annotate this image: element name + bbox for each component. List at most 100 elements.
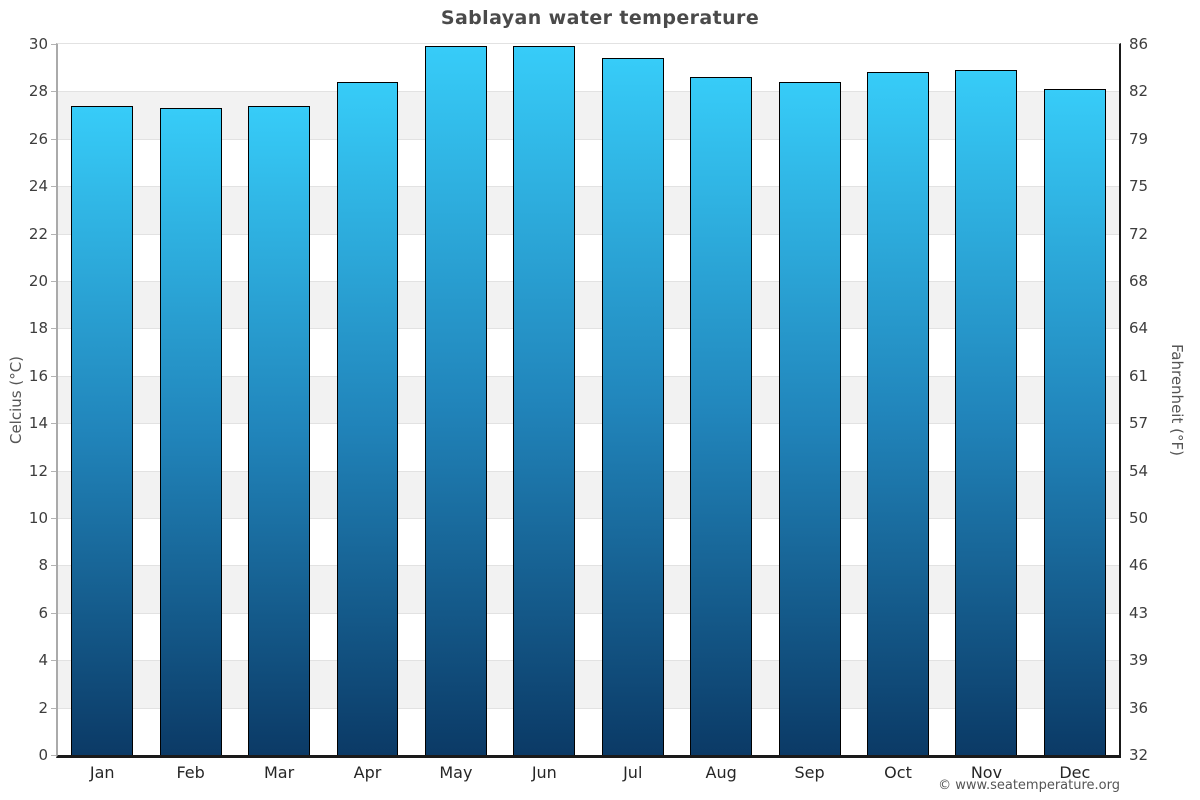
temperature-bar-dec[interactable] (1043, 89, 1106, 755)
x-axis-label-sep: Sep (794, 762, 825, 782)
y-tick-label-fahrenheit: 43 (1129, 603, 1149, 622)
plot-band (58, 281, 1119, 329)
y-tick-label-fahrenheit: 86 (1129, 35, 1149, 53)
y-tick-mark (51, 281, 56, 282)
y-tick-mark (51, 233, 56, 235)
plot-band (58, 138, 1119, 187)
y-tick-mark (51, 375, 56, 377)
temperature-bar-nov[interactable] (955, 70, 1018, 755)
y-tick-mark (51, 518, 56, 519)
x-axis-label-apr: Apr (353, 762, 382, 782)
y-tick-label-celsius: 2 (38, 698, 48, 717)
bar-column-may (412, 44, 500, 755)
bar-column-sep (765, 44, 853, 755)
temperature-bar-feb[interactable] (159, 108, 222, 755)
y-tick-label-fahrenheit: 46 (1129, 556, 1149, 575)
plot-band (58, 470, 1119, 518)
y-tick-mark (51, 186, 56, 188)
y-tick-mark (51, 660, 56, 662)
plot-band (58, 233, 1119, 281)
y-tick-label-celsius: 18 (28, 319, 48, 338)
temperature-bar-oct[interactable] (867, 72, 929, 755)
temperature-bar-jul[interactable] (601, 58, 664, 755)
plot-band (58, 707, 1119, 755)
copyright-text: © www.seatemperature.org (938, 778, 1120, 793)
y-tick-label-celsius: 12 (28, 461, 48, 480)
x-axis-label-feb: Feb (176, 762, 205, 782)
plot-band (58, 423, 1119, 471)
y-tick-label-fahrenheit: 68 (1129, 272, 1149, 290)
y-tick-label-celsius: 4 (38, 651, 48, 670)
plot-band (58, 565, 1119, 613)
y-tick-label-celsius: 24 (28, 177, 48, 196)
temperature-bar-may[interactable] (424, 46, 487, 755)
y-tick-mark (51, 328, 56, 330)
y-axis-title-fahrenheit: Fahrenheit (°F) (1168, 344, 1186, 456)
y-tick-mark (51, 707, 56, 709)
y-tick-label-fahrenheit: 54 (1129, 461, 1149, 480)
temperature-bar-jun[interactable] (513, 46, 576, 755)
y-tick-label-fahrenheit: 75 (1129, 177, 1149, 196)
y-tick-label-fahrenheit: 79 (1129, 129, 1149, 148)
bar-column-jul (589, 44, 677, 755)
y-tick-label-fahrenheit: 39 (1129, 651, 1149, 670)
plot-band (58, 186, 1119, 234)
y-tick-label-fahrenheit: 61 (1129, 366, 1149, 385)
plot-band (58, 660, 1119, 708)
bar-column-oct (854, 44, 942, 755)
y-tick-label-fahrenheit: 32 (1129, 746, 1149, 764)
y-tick-label-celsius: 28 (28, 82, 48, 101)
bar-column-nov (942, 44, 1030, 755)
x-axis-label-jan: Jan (89, 762, 115, 782)
bar-column-aug (677, 44, 765, 755)
y-tick-label-fahrenheit: 57 (1129, 414, 1149, 433)
bars-container (58, 44, 1119, 755)
plot-band (58, 612, 1119, 661)
y-tick-label-fahrenheit: 64 (1129, 319, 1149, 338)
y-tick-mark (51, 612, 56, 614)
chart-title: Sablayan water temperature (440, 7, 760, 29)
y-tick-label-celsius: 22 (28, 224, 48, 243)
x-axis-labels: Jan Feb Mar Apr May Jun Jul Aug Sep Oct Nov Dec (58, 759, 1119, 785)
y-tick-label-celsius: 8 (38, 556, 48, 575)
temperature-bar-aug[interactable] (690, 77, 753, 755)
temperature-bar-sep[interactable] (778, 81, 841, 755)
y-tick-mark (51, 138, 56, 140)
y-tick-mark (51, 470, 56, 472)
y-tick-mark (51, 565, 56, 567)
y-tick-label-celsius: 6 (38, 603, 48, 622)
y-tick-label-fahrenheit: 82 (1129, 82, 1149, 101)
x-axis-label-mar: Mar (263, 762, 295, 782)
x-axis-label-jun: Jun (531, 762, 557, 782)
bar-column-dec (1031, 44, 1119, 755)
x-axis-label-dec: Dec (1059, 762, 1091, 782)
y-tick-mark (51, 755, 56, 756)
y-tick-mark (51, 423, 56, 425)
plot-band (58, 518, 1119, 566)
plot-area (56, 43, 1121, 758)
plot-band (58, 91, 1119, 139)
plot-band (58, 328, 1119, 376)
y-tick-mark (51, 44, 56, 45)
bar-column-feb (146, 44, 234, 755)
y-tick-label-fahrenheit: 36 (1129, 698, 1149, 717)
y-axis-title-celsius: Celcius (°C) (7, 355, 25, 445)
y-tick-mark (51, 91, 56, 93)
y-tick-label-fahrenheit: 50 (1129, 509, 1149, 527)
y-tick-label-fahrenheit: 72 (1129, 224, 1149, 243)
x-axis-label-may: May (439, 762, 473, 782)
y-tick-label-celsius: 10 (28, 509, 48, 527)
x-axis-label-nov: Nov (970, 762, 1003, 782)
bar-column-mar (235, 44, 323, 755)
y-tick-label-celsius: 26 (28, 129, 48, 148)
plot-band (58, 44, 1119, 92)
x-axis-label-jul: Jul (623, 762, 643, 782)
temperature-bar-jan[interactable] (71, 105, 134, 755)
temperature-bar-mar[interactable] (248, 105, 310, 755)
x-axis-label-oct: Oct (884, 762, 912, 782)
y-tick-label-celsius: 16 (28, 366, 48, 385)
y-tick-label-celsius: 14 (28, 414, 48, 433)
background-bands (58, 44, 1119, 755)
temperature-bar-apr[interactable] (336, 81, 399, 755)
